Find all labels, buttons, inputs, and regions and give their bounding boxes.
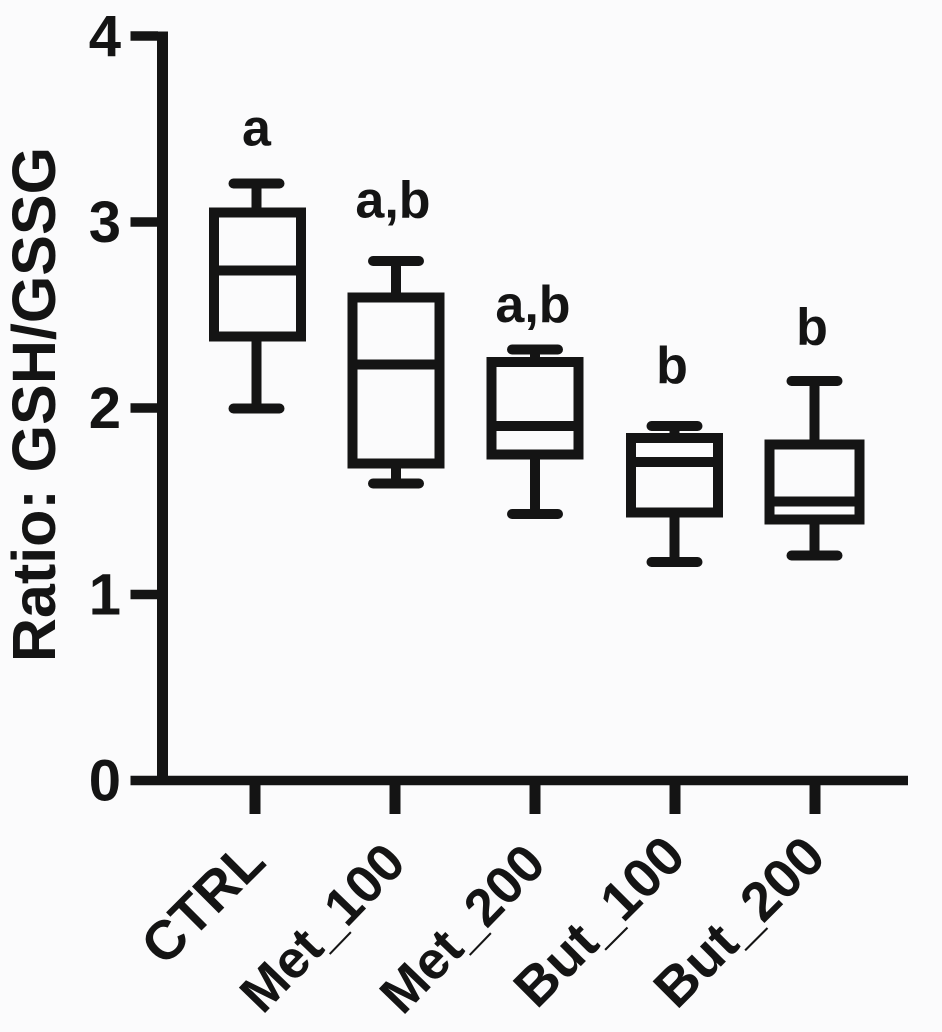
svg-text:4: 4 (89, 4, 121, 69)
svg-text:Ratio: GSH/GSSG: Ratio: GSH/GSSG (0, 147, 68, 662)
svg-text:3: 3 (89, 190, 121, 255)
svg-text:2: 2 (89, 376, 121, 441)
svg-text:b: b (796, 299, 828, 357)
svg-text:b: b (656, 337, 688, 395)
svg-text:1: 1 (89, 563, 121, 628)
svg-text:a: a (242, 100, 272, 158)
svg-text:a,b: a,b (495, 276, 570, 334)
svg-text:a,b: a,b (355, 172, 430, 230)
svg-text:0: 0 (89, 749, 121, 814)
